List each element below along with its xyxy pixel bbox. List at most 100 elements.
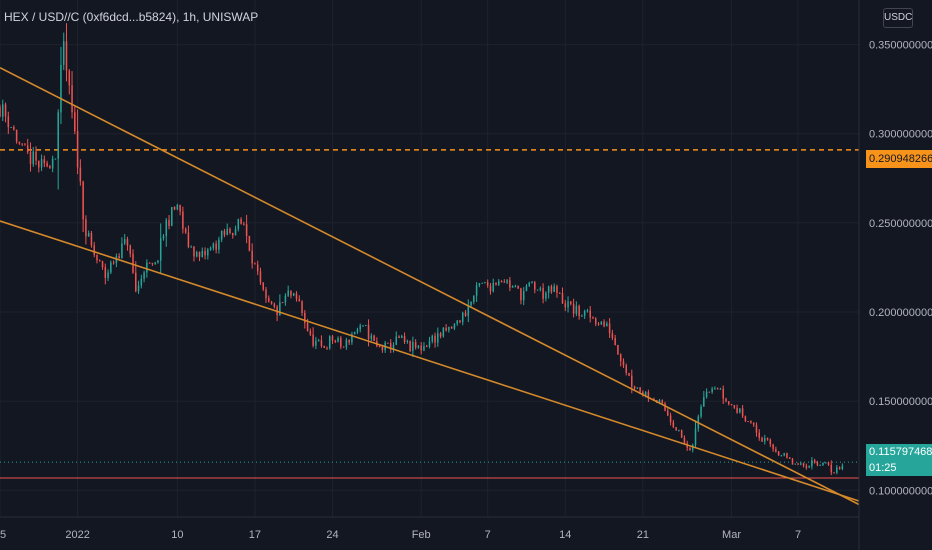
candle-body xyxy=(594,318,597,324)
candle-body xyxy=(636,387,639,389)
candle-body xyxy=(509,280,511,288)
candle-body xyxy=(395,336,398,345)
candle-body xyxy=(578,305,580,317)
candle-body xyxy=(414,342,417,348)
candle-body xyxy=(788,457,791,459)
candle-body xyxy=(184,228,187,233)
candle-body xyxy=(226,228,228,235)
candle-body xyxy=(292,293,295,296)
candle-body xyxy=(639,387,641,392)
candle-body xyxy=(608,323,611,334)
candle-body xyxy=(514,285,517,287)
candle-body xyxy=(550,286,553,292)
candle-body xyxy=(506,280,508,283)
candle-body xyxy=(669,415,672,423)
candle-body xyxy=(96,254,98,261)
candle-body xyxy=(110,262,112,273)
candle-body xyxy=(290,290,292,296)
candle-body xyxy=(694,428,697,446)
candle-body xyxy=(340,337,342,347)
candle-body xyxy=(802,463,805,466)
candle-body xyxy=(87,233,90,237)
dashed-level-price-tag: 0.2909482661 xyxy=(866,150,932,168)
candle-body xyxy=(392,344,395,350)
candle-body xyxy=(478,283,481,286)
candle-body xyxy=(312,334,314,346)
candle-body xyxy=(104,267,107,278)
candle-body xyxy=(74,112,76,132)
currency-button[interactable]: USDC xyxy=(883,8,913,28)
candle-body xyxy=(484,282,486,284)
candle-body xyxy=(79,167,82,182)
candle-body xyxy=(561,293,564,304)
candle-body xyxy=(62,41,65,65)
candle-body xyxy=(304,313,306,323)
candle-body xyxy=(761,437,763,442)
candle-body xyxy=(716,388,719,390)
candle-body xyxy=(32,151,35,165)
candle-body xyxy=(592,317,594,319)
candle-body xyxy=(420,345,422,351)
candle-body xyxy=(805,465,808,468)
candle-body xyxy=(766,437,769,440)
candle-body xyxy=(126,239,129,246)
candle-body xyxy=(231,232,234,236)
candle-body xyxy=(389,342,392,350)
candle-body xyxy=(791,458,794,465)
candle-body xyxy=(179,204,181,212)
candle-body xyxy=(148,262,151,264)
candle-body xyxy=(664,403,666,411)
candle-body xyxy=(769,439,772,445)
candle-body xyxy=(622,360,625,366)
trendlines xyxy=(0,67,860,506)
candle-body xyxy=(168,219,170,227)
candle-body xyxy=(220,230,223,240)
candle-body xyxy=(439,333,442,337)
candle-body xyxy=(279,302,281,316)
time-tick-label: 14 xyxy=(559,529,571,541)
candle-body xyxy=(545,292,547,299)
candle-body xyxy=(711,388,713,392)
candle-body xyxy=(539,288,542,290)
candle-body xyxy=(556,286,558,293)
candle-body xyxy=(187,232,190,247)
candle-body xyxy=(841,465,844,469)
candle-body xyxy=(107,272,109,278)
candle-body xyxy=(434,335,436,343)
candle-body xyxy=(816,462,819,466)
candle-body xyxy=(60,64,62,113)
candle-body xyxy=(481,282,483,284)
last-price-value: 0.1157974683 xyxy=(869,446,932,458)
candle-body xyxy=(212,243,215,248)
candle-body xyxy=(85,219,87,237)
horizontal-levels xyxy=(0,149,859,479)
candle-body xyxy=(564,303,567,308)
candle-body xyxy=(270,301,273,304)
candle-body xyxy=(24,144,26,146)
candle-body xyxy=(830,464,833,473)
candle-body xyxy=(76,131,79,168)
candle-body xyxy=(337,337,339,342)
candle-body xyxy=(772,444,774,449)
candle-body xyxy=(714,388,716,390)
candle-body xyxy=(68,70,71,86)
candle-body xyxy=(683,437,686,444)
candle-body xyxy=(315,340,317,346)
trendline-lower[interactable] xyxy=(0,220,860,502)
trendline-upper[interactable] xyxy=(0,67,860,506)
candle-body xyxy=(171,207,173,227)
candle-body xyxy=(49,166,51,169)
candle-body xyxy=(752,422,755,425)
candle-body xyxy=(4,104,7,117)
candle-body xyxy=(708,391,711,393)
candle-body xyxy=(611,333,614,338)
candle-body xyxy=(71,85,73,113)
candle-body xyxy=(370,335,373,339)
candle-body xyxy=(18,141,21,144)
candle-body xyxy=(0,106,1,117)
candle-body xyxy=(373,335,375,341)
candle-body xyxy=(528,282,531,286)
candle-body xyxy=(10,127,12,129)
candle-body xyxy=(836,467,838,473)
